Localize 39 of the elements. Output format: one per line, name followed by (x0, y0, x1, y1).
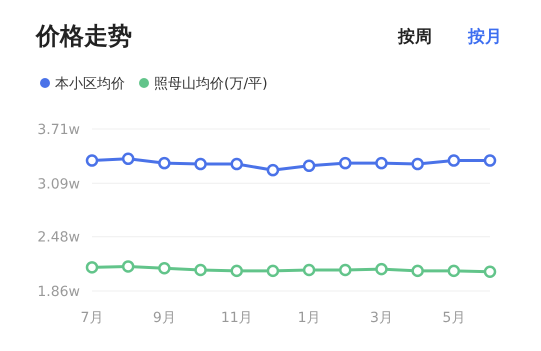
y-tick-label: 2.48w (37, 230, 80, 246)
point (86, 261, 98, 274)
chart-title: 价格走势 (35, 22, 132, 50)
legend-label: 本小区均价 (55, 76, 125, 92)
point (375, 156, 388, 170)
point (194, 158, 207, 170)
point (230, 264, 243, 278)
legend-label: 照母山均价(万/平) (154, 76, 268, 92)
x-tick-label: 11月 (220, 310, 253, 326)
y-tick-label: 1.86w (37, 284, 80, 300)
point (266, 264, 280, 278)
point (448, 264, 460, 278)
point (339, 156, 352, 170)
point (122, 260, 134, 273)
point (375, 262, 388, 276)
point (302, 160, 316, 172)
point (302, 264, 316, 276)
x-tick-label: 7月 (80, 310, 104, 326)
point (230, 158, 243, 170)
point (339, 264, 352, 276)
point (158, 156, 171, 170)
x-tick-label: 5月 (442, 310, 466, 326)
point (484, 265, 496, 278)
point (484, 154, 496, 167)
text: 按周 (397, 27, 432, 47)
x-tick-label: 1月 (298, 310, 321, 326)
point (86, 154, 98, 167)
x-tick-label: 3月 (370, 310, 393, 326)
point (194, 264, 207, 276)
point (411, 264, 424, 278)
point (122, 152, 134, 166)
y-tick-label: 3.09w (37, 176, 80, 192)
x-tick-label: 9月 (152, 310, 176, 326)
point (448, 154, 460, 167)
point (158, 262, 171, 274)
point (411, 158, 424, 170)
point (266, 164, 280, 176)
text: 按月 (467, 27, 502, 47)
y-tick-label: 3.71w (37, 122, 80, 138)
